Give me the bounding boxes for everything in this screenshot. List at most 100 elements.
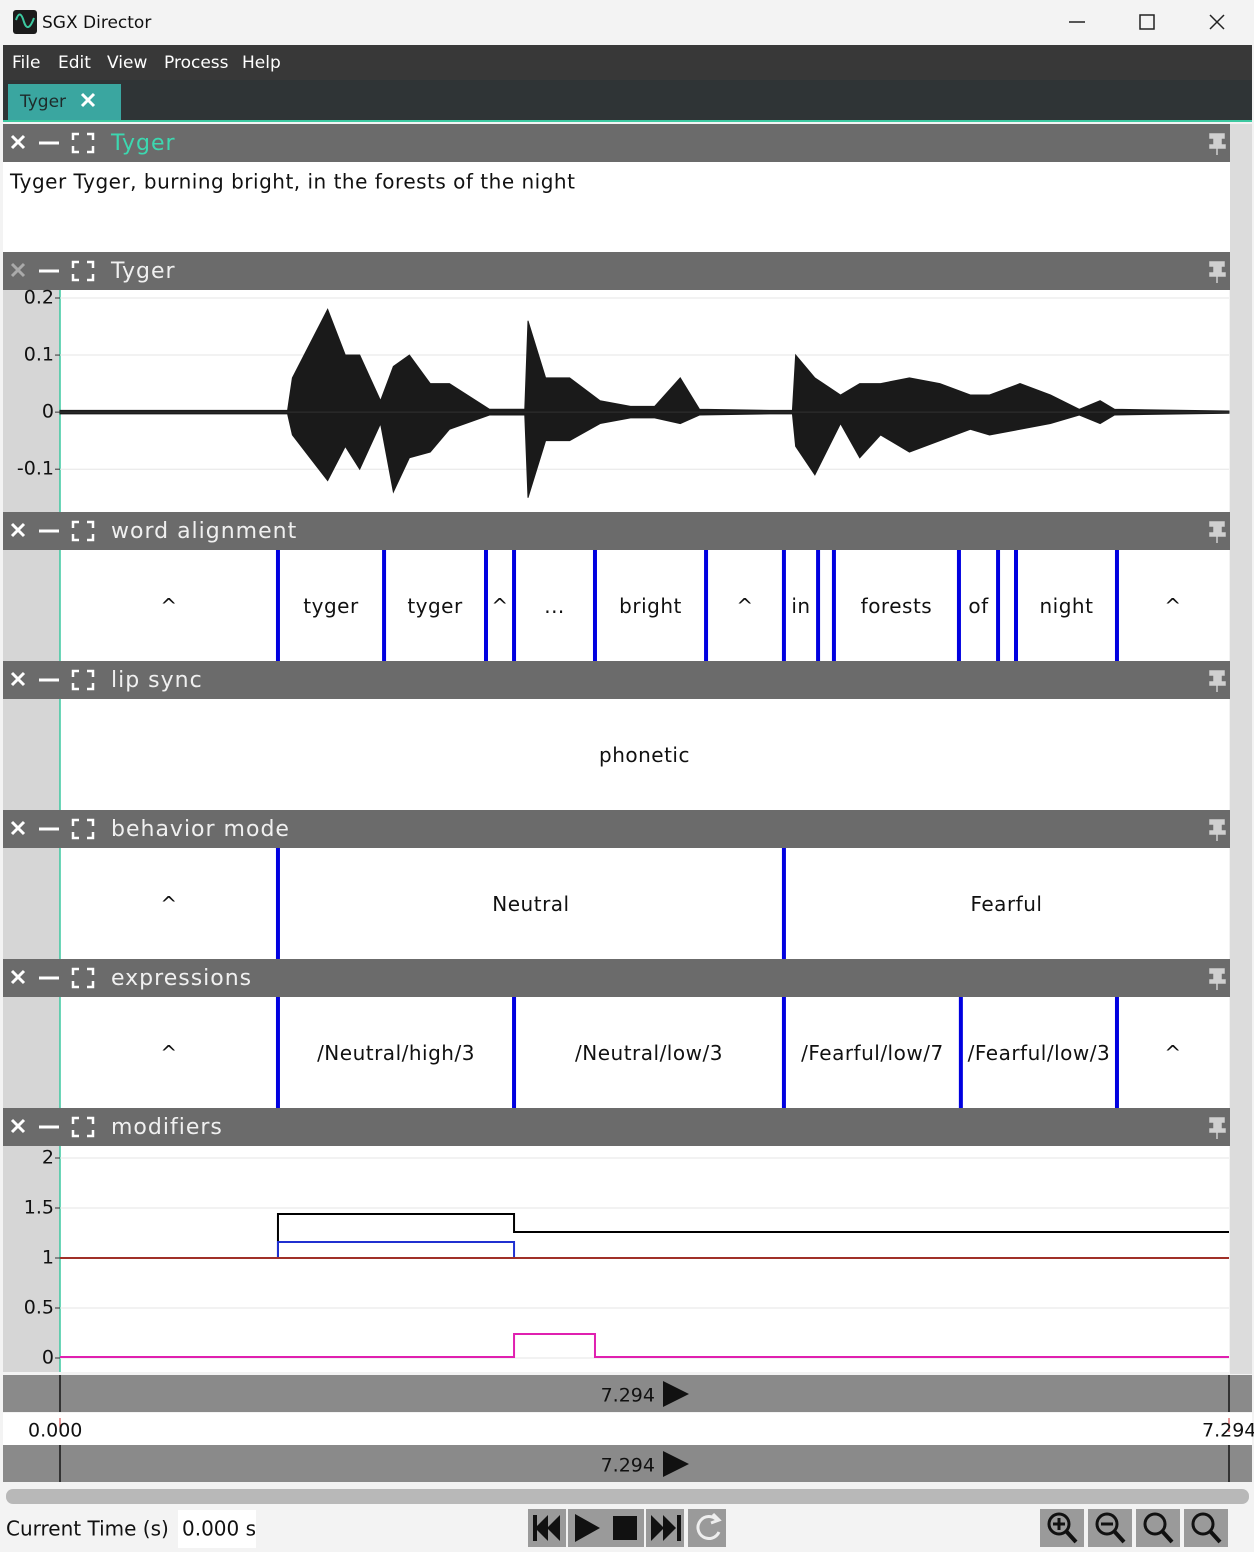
tab-label[interactable]: Tyger [19,92,66,112]
track-gutter [3,997,60,1108]
zoom-bar-arrow[interactable] [663,1451,689,1477]
panel-pin[interactable] [1209,261,1226,283]
panel-close[interactable] [10,262,26,278]
status-label: Current Time (s) [6,1517,169,1541]
panel-header [3,959,1230,997]
zoom-icon-handle [1208,1529,1222,1544]
segment-label[interactable]: phonetic [599,743,690,767]
zoom-bar-label: 7.294 [601,1385,655,1407]
track-gutter [3,848,60,959]
panel-header [3,1108,1230,1146]
zoom-icon [1095,1512,1119,1536]
panel-maximize[interactable] [71,260,95,282]
panel-pin[interactable] [1209,968,1226,990]
icon-skip-back [533,1515,560,1541]
panel-header [3,810,1230,848]
segment-label[interactable]: /Fearful/low/7 [801,1041,944,1065]
panel-close[interactable] [10,1118,26,1134]
zoom-bar-arrow[interactable] [663,1381,689,1407]
panel-maximize[interactable] [71,520,95,542]
menu-item[interactable]: File [12,53,40,73]
segment-label[interactable]: ^ [160,1041,177,1065]
app-icon-wave [15,13,35,29]
segment-label[interactable]: ^ [736,594,753,618]
ruler-label: 7.294 [1202,1420,1254,1442]
panel-maximize[interactable] [71,669,95,691]
panel-pin[interactable] [1209,1117,1226,1139]
menu-item[interactable]: View [107,53,147,73]
segment-label[interactable]: ^ [1164,1041,1181,1065]
panel-maximize[interactable] [71,967,95,989]
segment-label[interactable]: tyger [407,594,463,618]
panel-title: word alignment [111,519,297,544]
menu-bar [3,45,1252,80]
segment-label[interactable]: in [791,594,810,618]
segment-label[interactable]: forests [861,594,933,618]
panel-title: modifiers [111,1115,223,1140]
segment-label[interactable]: ^ [160,892,177,916]
panel-pin[interactable] [1209,819,1226,841]
transport-button[interactable] [688,1509,726,1547]
segment-label[interactable]: night [1040,594,1094,618]
track-area [60,848,1229,959]
segment-label[interactable]: /Neutral/low/3 [575,1041,723,1065]
segment-label[interactable]: ^ [491,594,508,618]
menu-item[interactable]: Help [242,53,281,73]
panel-pin[interactable] [1209,133,1226,155]
panel-pin[interactable] [1209,521,1226,543]
panel-title: Tyger [110,259,176,284]
zoom-icon [1191,1512,1215,1536]
segment-label[interactable]: Fearful [970,892,1042,916]
panel-header [3,661,1230,699]
zoom-icon [1143,1512,1167,1536]
menu-item[interactable]: Edit [58,53,91,73]
panel-maximize[interactable] [71,1116,95,1138]
zoom-icon-handle [1064,1529,1078,1544]
panel-maximize[interactable] [71,132,95,154]
y-tick-label: 0.1 [24,344,54,366]
track-area [60,550,1229,661]
y-tick-label: -0.1 [17,458,54,480]
panel-header [3,124,1230,162]
segment-label[interactable]: ^ [160,594,177,618]
maximize-button[interactable] [1139,14,1155,30]
zoom-bar[interactable] [3,1375,1252,1412]
panel-pin[interactable] [1209,670,1226,692]
vertical-scrollbar[interactable] [1230,124,1252,1374]
time-field[interactable] [178,1510,256,1548]
track-gutter [3,699,60,810]
segment-label[interactable]: bright [619,594,682,618]
icon-skip-forward [651,1515,681,1541]
zoom-icon [1047,1512,1071,1536]
panel-close[interactable] [10,522,26,538]
y-tick-label: 1 [42,1247,54,1269]
track-area [60,699,1229,810]
segment-label[interactable]: /Neutral/high/3 [317,1041,475,1065]
zoom-bar[interactable] [3,1445,1252,1482]
panel-close[interactable] [10,671,26,687]
close-button[interactable] [1209,14,1225,30]
panel-close[interactable] [10,820,26,836]
y-tick-label: 0.2 [24,286,54,308]
segment-label[interactable]: ^ [1164,594,1181,618]
panel-maximize[interactable] [71,818,95,840]
panel-title: expressions [111,966,252,991]
segment-label[interactable]: Neutral [492,892,569,916]
horizontal-scrollbar[interactable] [6,1489,1249,1504]
menu-item[interactable]: Process [164,53,229,73]
panel-header [3,512,1230,550]
tab[interactable] [8,84,121,120]
panel-close[interactable] [10,134,26,150]
tab-close[interactable] [80,92,96,108]
ruler-label: 0.000 [28,1420,82,1442]
segment-label[interactable]: of [968,594,989,618]
y-tick-label: 0 [42,1347,54,1369]
segment-label[interactable]: ... [544,594,565,618]
waveform-lower [59,411,1230,498]
panel-title: lip sync [111,668,203,693]
y-tick-label: 0.5 [24,1297,54,1319]
segment-label[interactable]: tyger [303,594,359,618]
panel-close[interactable] [10,969,26,985]
segment-label[interactable]: /Fearful/low/3 [968,1041,1111,1065]
